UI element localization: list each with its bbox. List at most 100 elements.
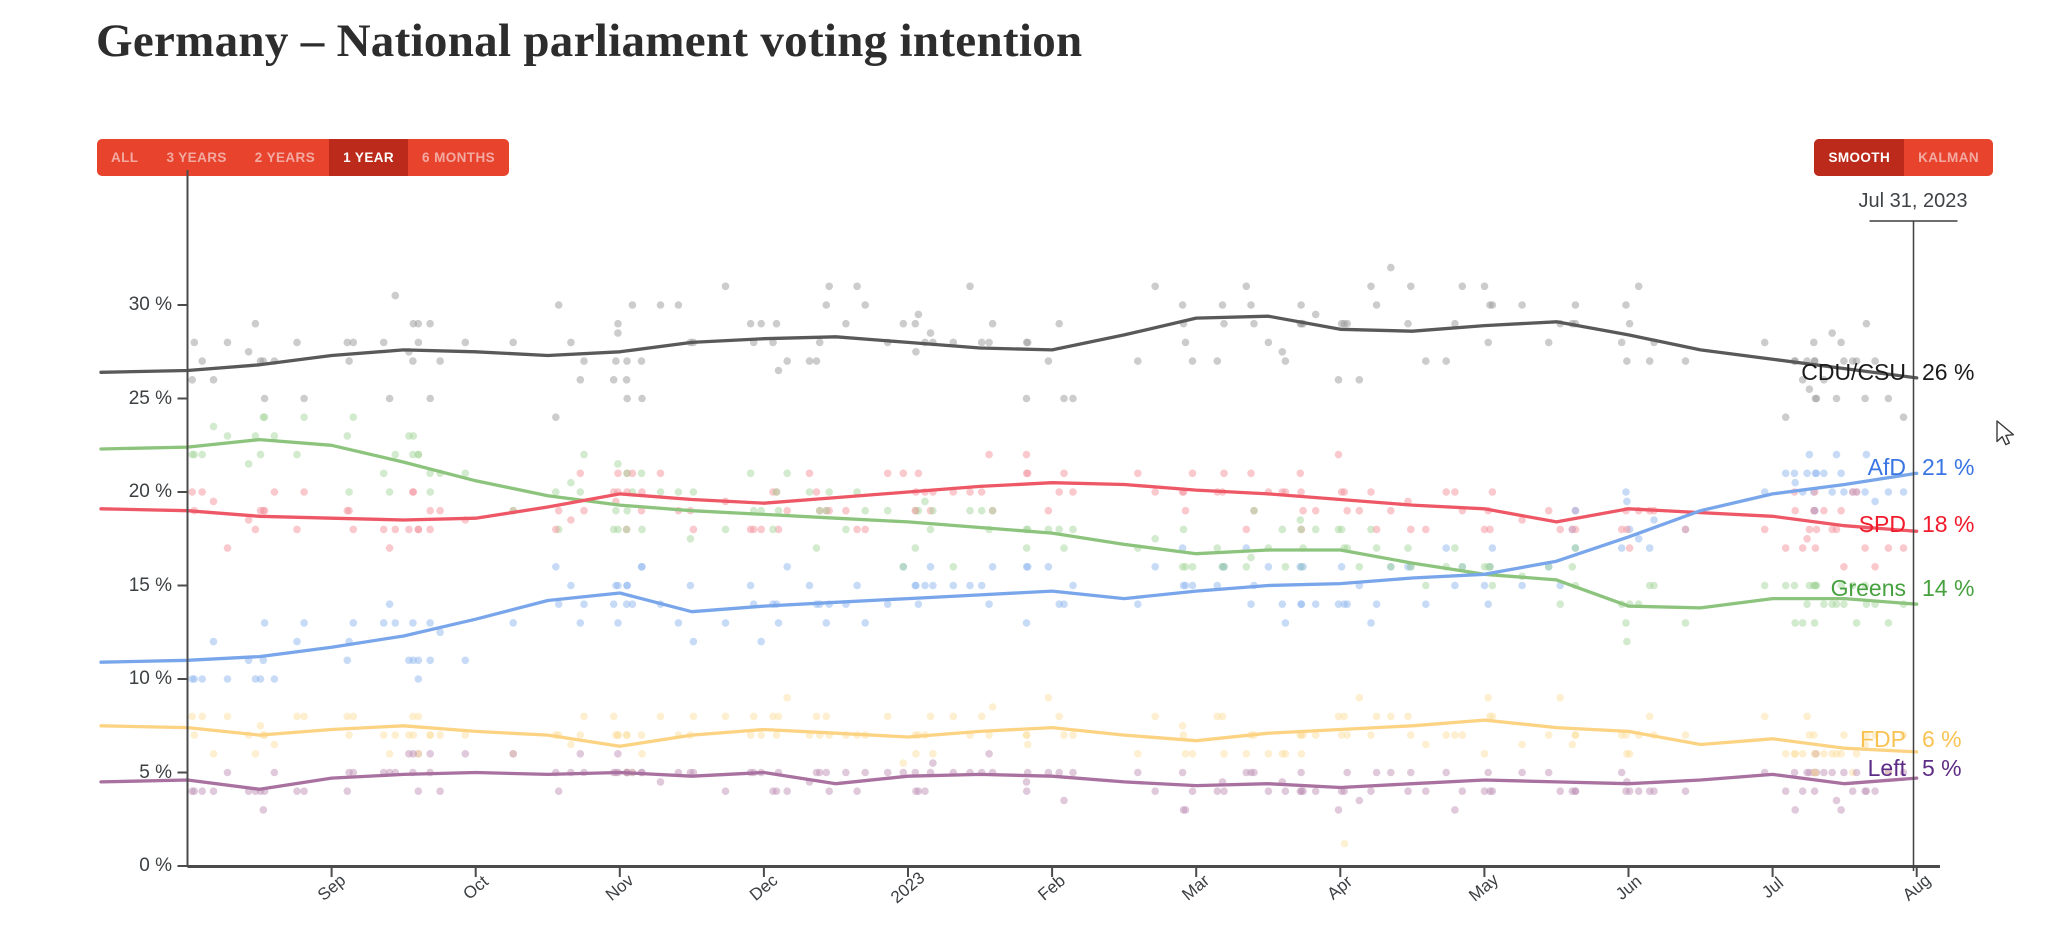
poll-dot [609,600,618,608]
range-button-6-months[interactable]: 6 MONTHS [408,139,509,176]
poll-dot [1422,600,1430,608]
poll-dot [825,488,833,496]
poll-dot [1367,282,1375,291]
poll-dot [1311,731,1320,739]
poll-dot [1055,600,1063,608]
poll-dot [1250,319,1258,328]
poll-dot [1760,581,1769,590]
poll-dot [977,506,986,515]
poll-dot [1296,516,1305,524]
poll-dot [1486,525,1494,534]
poll-dot [612,731,620,739]
poll-dot [1044,693,1053,702]
poll-dot [1340,712,1348,721]
poll-dot [1681,525,1690,534]
poll-dot [1134,750,1142,758]
poll-dot [1480,282,1489,291]
poll-dot [1810,619,1819,627]
poll-dot [293,525,301,534]
range-button-2-years[interactable]: 2 YEARS [241,139,329,176]
poll-dot [988,563,997,571]
poll-dot [614,469,622,478]
poll-dot [746,731,755,739]
poll-dot [1488,488,1497,496]
poll-dot [1852,768,1861,777]
end-label-value-spd: 18 % [1922,511,1975,537]
poll-dot [1151,282,1159,291]
poll-dot [1760,712,1769,721]
poll-dot [1297,488,1305,496]
poll-dot [656,778,665,786]
end-label-value-left: 5 % [1922,755,1962,781]
range-button-all[interactable]: ALL [97,139,152,176]
hover-date-label: Jul 31, 2023 [1858,190,1968,212]
range-button-3-years[interactable]: 3 YEARS [152,139,240,176]
poll-dot [567,338,575,347]
poll-dot [1810,581,1819,590]
poll-dot [1055,712,1063,721]
poll-dot [1242,750,1251,758]
poll-dot [391,619,400,627]
poll-dot [244,348,253,356]
poll-dot [721,712,730,721]
poll-dot [426,319,434,328]
poll-dot [1791,619,1799,627]
poll-dot [772,488,781,496]
poll-dot [912,750,920,758]
poll-dot [1023,469,1032,478]
poll-dot [623,506,631,515]
trend-line-greens [99,437,1919,610]
poll-dot [1861,740,1869,749]
poll-dot [1645,544,1654,552]
poll-dot [1022,450,1031,459]
poll-dot [1805,525,1814,534]
poll-dot [1828,488,1836,496]
mode-button-kalman[interactable]: KALMAN [1904,139,1993,176]
poll-dot [300,394,308,403]
poll-dot [1884,488,1893,496]
poll-dot [1372,712,1381,721]
poll-dot [622,376,631,384]
poll-dot [1617,525,1626,534]
poll-dot [1837,581,1845,590]
poll-dot [783,563,791,571]
poll-dot [926,525,935,534]
poll-dot [1486,787,1494,795]
poll-dot [409,488,418,496]
poll-dot [209,497,218,506]
poll-dot [1556,787,1564,795]
poll-dot [223,338,232,347]
mode-button-smooth[interactable]: SMOOTH [1814,139,1905,176]
poll-dot [1488,544,1497,552]
poll-dot [1810,768,1819,777]
range-button-1-year[interactable]: 1 YEAR [329,139,409,176]
poll-dot [721,525,730,534]
poll-dot [921,497,929,506]
poll-dot [576,619,585,627]
poll-dot [1247,553,1255,562]
poll-dot [1871,787,1879,795]
poll-dot [689,525,698,534]
poll-dot [1055,525,1063,534]
poll-dot [1296,469,1305,478]
poll-dot [1220,563,1228,571]
poll-dot [1852,750,1861,758]
poll-dot [1451,731,1459,739]
poll-dot [899,469,908,478]
poll-dot [1278,600,1287,608]
poll-dot [1337,563,1346,571]
poll-dot [1060,469,1068,478]
poll-dot [1781,787,1790,795]
poll-dot [260,413,269,422]
poll-dot [614,525,622,534]
poll-dot [1355,693,1364,702]
poll-dot [883,600,892,608]
poll-dot [614,460,622,468]
poll-dot [190,338,199,347]
poll-dot [1781,469,1790,478]
poll-dot [461,469,470,478]
poll-dot [721,787,730,795]
poll-dot [822,712,831,721]
poll-dot [1681,787,1690,795]
